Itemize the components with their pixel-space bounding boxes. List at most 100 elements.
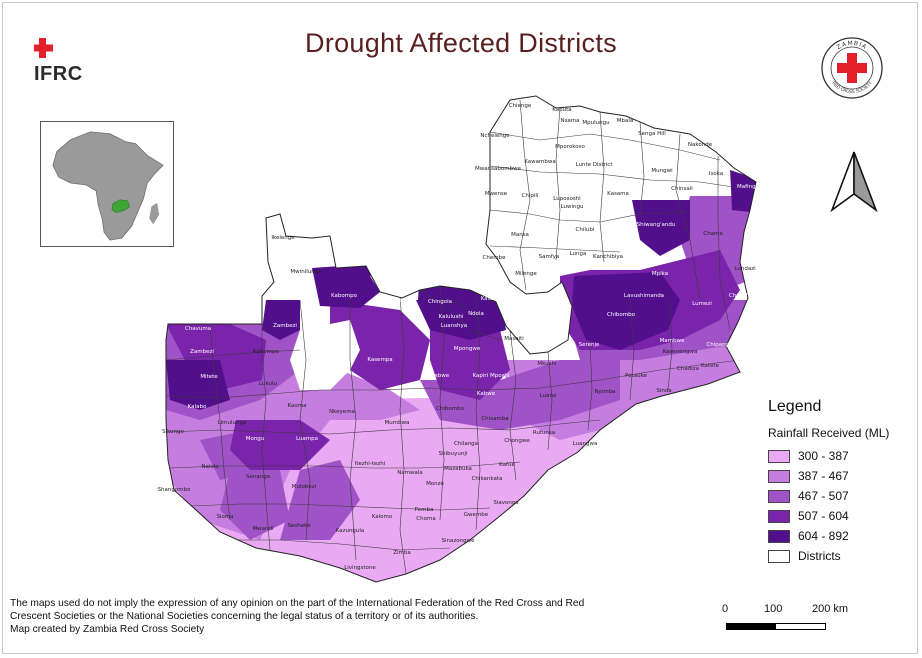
africa-inset-map bbox=[40, 121, 174, 247]
legend-item-1: 387 - 467 bbox=[768, 466, 908, 486]
district-label: Mushindamo bbox=[422, 269, 458, 275]
map-title: Drought Affected Districts bbox=[305, 28, 617, 58]
svg-text:ZAMBIA: ZAMBIA bbox=[836, 40, 869, 51]
district-label: Nakonde bbox=[688, 142, 713, 148]
district-label: Luano bbox=[540, 393, 557, 399]
district-label: Kaputa bbox=[552, 107, 571, 113]
district-label: Kanchibiya bbox=[593, 254, 623, 260]
zambia-highlight bbox=[111, 199, 130, 213]
district-label: Limulunga bbox=[218, 420, 247, 426]
scale-label-0: 0 bbox=[722, 603, 729, 615]
district-label: Kasempa bbox=[367, 357, 392, 363]
legend-item-5: Districts bbox=[768, 546, 908, 566]
district-label: Sinazongwe bbox=[442, 538, 476, 544]
district-label: Sinda bbox=[656, 388, 671, 394]
district-label: Itezhi-tezhi bbox=[355, 461, 386, 467]
district-label: Nalolo bbox=[201, 464, 219, 470]
district-label: Chilubi bbox=[576, 227, 595, 233]
legend-subtitle: Rainfall Received (ML) bbox=[768, 426, 890, 440]
district-label: Nchelenge bbox=[480, 133, 510, 139]
legend-label: 387 - 467 bbox=[798, 469, 849, 483]
district-label: Kalomo bbox=[372, 514, 393, 520]
district-label: Mulobezi bbox=[292, 484, 317, 490]
district-label: Solwezi bbox=[385, 298, 406, 304]
district-label: Nyimba bbox=[594, 389, 615, 395]
map-legend: Legend Rainfall Received (ML) 300 - 387 … bbox=[768, 398, 908, 566]
district-label: Gwembe bbox=[464, 512, 489, 518]
legend-label: 507 - 604 bbox=[798, 509, 849, 523]
district-label: Siavonga bbox=[493, 500, 518, 506]
district-label: Chipangali bbox=[706, 342, 736, 348]
legend-swatch bbox=[768, 469, 790, 483]
district-label: Ngabwe bbox=[427, 373, 450, 379]
district-label: Chibombo bbox=[607, 312, 636, 318]
district-label: Livingstone bbox=[344, 565, 376, 571]
district-label: Mufumbwe bbox=[317, 363, 348, 369]
district-label: Kalabo bbox=[188, 404, 207, 410]
district-label: Luangwa bbox=[573, 441, 598, 447]
district-label: Mafinga bbox=[737, 184, 759, 190]
district-label: Sioma bbox=[216, 514, 233, 520]
district-label: Chikankata bbox=[472, 476, 503, 482]
district-label: Sikongo bbox=[162, 429, 184, 435]
district-label: Namwala bbox=[397, 470, 423, 476]
district-label: Shangombo bbox=[158, 487, 192, 493]
district-label: Lupososhi bbox=[553, 196, 581, 202]
district-label: Serenje bbox=[579, 342, 600, 348]
district-label: Milenge bbox=[515, 271, 537, 277]
district-label: Mporokoso bbox=[555, 144, 585, 150]
district-label: Chienge bbox=[509, 103, 532, 109]
district-labels: Chienge Kaputa Nsama Mpulungu Mbala Nchelenge… bbox=[158, 103, 759, 571]
district-label: Nkeyema bbox=[329, 409, 355, 415]
scale-label-200: 200 km bbox=[812, 603, 849, 615]
district-label: Zimba bbox=[393, 550, 411, 556]
district-label: Mwansabombwe bbox=[475, 166, 522, 172]
district-label: Monze bbox=[426, 481, 444, 487]
district-label: Shibuyunji bbox=[439, 451, 468, 457]
legend-swatch bbox=[768, 549, 790, 563]
district-label: Chisamba bbox=[481, 416, 508, 422]
district-label: Chongwe bbox=[504, 438, 530, 444]
district-label: Mkushi bbox=[537, 361, 557, 367]
map-credit: Map created by Zambia Red Cross Society bbox=[10, 624, 205, 635]
district-label: Chama bbox=[703, 231, 722, 237]
district-label: Pemba bbox=[415, 507, 434, 513]
legend-item-3: 507 - 604 bbox=[768, 506, 908, 526]
district-label: Kabompo bbox=[331, 293, 358, 299]
district-label: Mpongwe bbox=[454, 346, 481, 352]
district-label: Mambwe bbox=[660, 338, 685, 344]
district-label: Kasenengwa bbox=[663, 349, 698, 355]
legend-label: Districts bbox=[798, 549, 841, 563]
zambia-red-cross-logo: ZAMBIA RED CROSS SOCIETY bbox=[820, 36, 884, 100]
district-label: Kaoma bbox=[288, 403, 307, 409]
red-cross-crescent-icon bbox=[34, 38, 78, 58]
disclaimer-text: The maps used do not imply the expressio… bbox=[10, 597, 650, 636]
disclaimer-line: The maps used do not imply the expressio… bbox=[10, 598, 585, 609]
legend-label: 300 - 387 bbox=[798, 449, 849, 463]
legend-swatch bbox=[768, 509, 790, 523]
district-label: Luanshya bbox=[441, 323, 467, 329]
scale-label-100: 100 bbox=[764, 603, 783, 615]
ifrc-wordmark: IFRC bbox=[34, 63, 83, 85]
district-label: Chasefu bbox=[729, 293, 751, 299]
district-label: Kabwe bbox=[477, 391, 496, 397]
district-label: Mumbwa bbox=[385, 420, 410, 426]
legend-label: 604 - 892 bbox=[798, 529, 849, 543]
legend-swatch bbox=[768, 529, 790, 543]
district-label: Lundazi bbox=[734, 266, 756, 272]
district-label: Mungwi bbox=[651, 168, 673, 174]
district-label: Kasama bbox=[607, 191, 629, 197]
district-label: Mwense bbox=[485, 191, 508, 197]
district-label: Zambezi bbox=[190, 349, 214, 355]
district-label: Luwingu bbox=[561, 204, 584, 210]
ifrc-logo: IFRC bbox=[34, 36, 94, 92]
district-label: Mbala bbox=[617, 118, 634, 124]
district-label: Choma bbox=[416, 516, 435, 522]
district-label: Kawambwa bbox=[524, 159, 555, 165]
district-label: Chipili bbox=[522, 193, 539, 199]
district-label: Kabompo bbox=[253, 349, 280, 355]
district-boundaries bbox=[166, 99, 741, 575]
district-label: Mongu bbox=[246, 436, 265, 442]
zrcs-ring-text-top: ZAMBIA bbox=[836, 40, 868, 51]
